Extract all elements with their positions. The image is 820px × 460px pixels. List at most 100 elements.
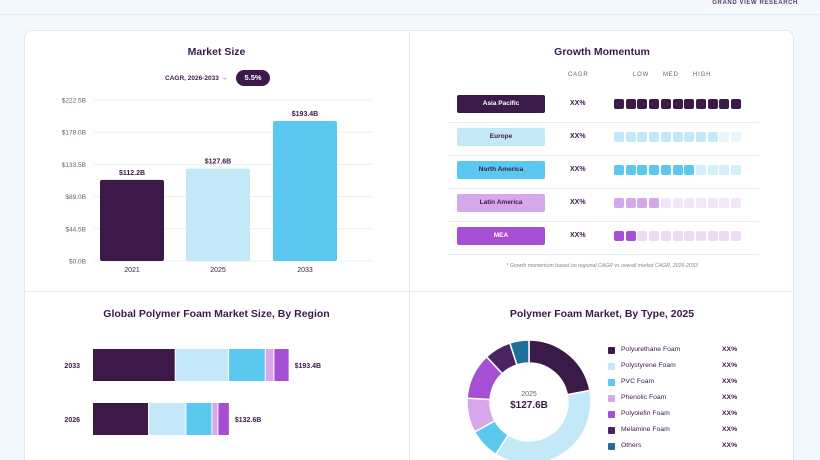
legend-value: XX% bbox=[722, 442, 738, 449]
horizontal-divider bbox=[24, 291, 794, 292]
momentum-square bbox=[719, 132, 730, 142]
momentum-square bbox=[614, 132, 624, 142]
stacked-segment bbox=[212, 403, 218, 435]
x-tick-label: 2021 bbox=[124, 267, 140, 274]
momentum-square bbox=[625, 165, 636, 175]
momentum-square bbox=[707, 99, 718, 109]
momentum-square bbox=[672, 99, 683, 109]
region-cagr: XX% bbox=[570, 133, 586, 140]
legend-value: XX% bbox=[722, 346, 738, 353]
momentum-square bbox=[672, 165, 683, 175]
stacked-segment bbox=[274, 349, 289, 381]
market-size-chart: $0.0B $44.5B $89.0B $133.5B $178.0B $222.5B $1… bbox=[62, 98, 372, 274]
row-divider bbox=[447, 254, 759, 255]
legend-swatch bbox=[608, 363, 615, 370]
momentum-square bbox=[625, 198, 636, 208]
low-column-header: LOW bbox=[633, 72, 650, 78]
legend-label: Melamine Foam bbox=[621, 426, 670, 433]
type-donut-chart: 2025 $127.6B bbox=[466, 339, 592, 460]
momentum-square bbox=[719, 165, 730, 175]
region-year-label: 2026 bbox=[64, 417, 80, 424]
momentum-square bbox=[684, 198, 695, 208]
legend-swatch bbox=[608, 347, 615, 354]
vertical-divider bbox=[409, 30, 410, 460]
row-divider bbox=[447, 122, 759, 123]
bar-value-label: $112.2B bbox=[119, 170, 145, 177]
region-label: Europe bbox=[457, 128, 545, 146]
momentum-square bbox=[637, 99, 648, 109]
legend-value: XX% bbox=[722, 394, 738, 401]
legend-swatch bbox=[608, 427, 615, 434]
y-tick-label: $178.0B bbox=[62, 130, 86, 137]
momentum-square bbox=[684, 132, 695, 142]
stacked-segment bbox=[229, 349, 265, 381]
momentum-square bbox=[731, 231, 741, 241]
momentum-square bbox=[614, 99, 624, 109]
region-year-label: 2033 bbox=[64, 363, 80, 370]
growth-momentum-title: Growth Momentum bbox=[554, 46, 650, 58]
momentum-square bbox=[637, 198, 648, 208]
stacked-segment bbox=[93, 349, 175, 381]
bar bbox=[100, 179, 164, 261]
row-divider bbox=[447, 155, 759, 156]
market-size-title: Market Size bbox=[187, 46, 246, 58]
momentum-square bbox=[695, 231, 706, 241]
bar-value-label: $127.6B bbox=[205, 159, 231, 166]
cagr-column-header: CAGR bbox=[568, 72, 589, 78]
momentum-square bbox=[707, 198, 718, 208]
momentum-square bbox=[672, 231, 683, 241]
momentum-square bbox=[719, 231, 730, 241]
momentum-square bbox=[719, 198, 730, 208]
momentum-square bbox=[731, 132, 741, 142]
momentum-square bbox=[731, 165, 741, 175]
momentum-square bbox=[707, 165, 718, 175]
momentum-square bbox=[731, 99, 741, 109]
stacked-segment bbox=[149, 403, 186, 435]
momentum-square bbox=[614, 198, 624, 208]
row-divider bbox=[447, 188, 759, 189]
region-label: Asia Pacific bbox=[457, 95, 545, 113]
legend-label: PVC Foam bbox=[621, 378, 655, 385]
momentum-square bbox=[660, 231, 671, 241]
stacked-segment bbox=[175, 349, 229, 381]
x-tick-label: 2033 bbox=[297, 267, 313, 274]
momentum-square bbox=[625, 231, 636, 241]
momentum-square bbox=[637, 165, 648, 175]
y-tick-label: $0.0B bbox=[69, 259, 86, 266]
y-tick-label: $44.5B bbox=[65, 226, 86, 233]
region-label: Latin America bbox=[457, 194, 545, 212]
momentum-square bbox=[684, 231, 695, 241]
donut-center-value: $127.6B bbox=[510, 400, 548, 411]
cagr-label: CAGR, 2026-2033 → bbox=[165, 75, 228, 82]
momentum-square bbox=[660, 165, 671, 175]
momentum-square bbox=[660, 132, 671, 142]
legend-label: Polyurethane Foam bbox=[621, 346, 681, 353]
legend-label: Polyolefin Foam bbox=[621, 410, 670, 417]
momentum-square bbox=[695, 165, 706, 175]
momentum-square bbox=[649, 231, 660, 241]
bar bbox=[273, 121, 337, 261]
momentum-square bbox=[695, 99, 706, 109]
momentum-square bbox=[707, 231, 718, 241]
legend-swatch bbox=[608, 379, 615, 386]
momentum-square bbox=[731, 198, 741, 208]
stacked-segment bbox=[218, 403, 229, 435]
stacked-segment bbox=[93, 403, 149, 435]
region-total-label: $132.6B bbox=[235, 417, 261, 424]
region-total-label: $193.4B bbox=[295, 363, 321, 370]
momentum-square bbox=[660, 99, 671, 109]
momentum-square bbox=[672, 132, 683, 142]
region-cagr: XX% bbox=[570, 199, 586, 206]
momentum-square bbox=[637, 231, 648, 241]
region-cagr: XX% bbox=[570, 232, 586, 239]
growth-note: * Growth momentum based on regional CAGR… bbox=[506, 263, 698, 269]
type-chart-title: Polymer Foam Market, By Type, 2025 bbox=[509, 308, 695, 320]
momentum-square bbox=[614, 231, 624, 241]
momentum-square bbox=[695, 132, 706, 142]
high-column-header: HIGH bbox=[693, 72, 712, 78]
region-label: MEA bbox=[457, 227, 545, 245]
legend-value: XX% bbox=[722, 378, 738, 385]
momentum-square bbox=[649, 198, 660, 208]
bar bbox=[186, 168, 250, 261]
donut-center-year: 2025 bbox=[521, 391, 537, 398]
